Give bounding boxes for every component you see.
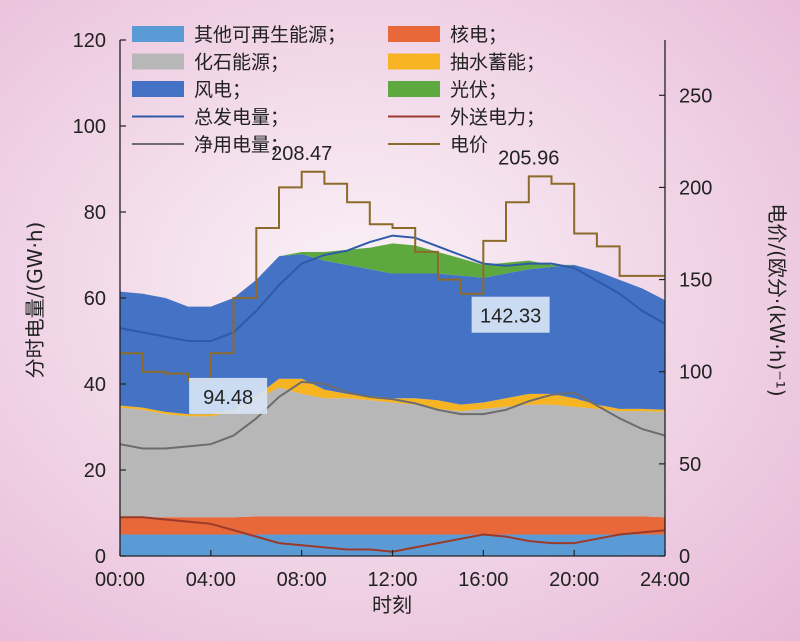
y2-tick-label-3: 150 [679,270,712,292]
y2-tick-label-0: 0 [679,546,690,568]
x-tick-label-0: 00:00 [95,569,145,591]
y-tick-label-6: 120 [73,30,106,52]
legend-label-0: 其他可再生能源； [194,24,346,46]
y-tick-label-2: 40 [84,374,106,396]
legend-label-3: 抽水蓄能； [450,52,545,74]
line-series-0 [119,234,666,342]
y-tick-label-4: 80 [84,202,106,224]
legend-swatch-4 [132,81,184,97]
line-series-2 [119,380,666,450]
line-series-3 [120,170,665,382]
y2-axis-label: 电价/(欧分·(kW·h)⁻¹) [765,203,789,396]
annotation-box-0 [189,377,268,414]
x-tick-label-5: 20:00 [549,569,599,591]
y2-tick-label-2: 100 [679,362,712,384]
x-tick-label-1: 04:00 [186,569,236,591]
area-series-3 [120,378,665,417]
y-tick-label-5: 100 [73,116,106,138]
area-series-5 [120,243,665,307]
legend-label-2: 化石能源； [194,52,289,74]
y2-tick-label-1: 50 [679,454,701,476]
y-tick-label-3: 60 [84,288,106,310]
legend-label-7: 外送电力； [450,107,545,129]
area-series-0 [120,534,665,556]
annotations: 94.48 208.47 142.33 205.96 [189,143,559,414]
x-tick-label-4: 16:00 [458,569,508,591]
annotation-box-2 [471,296,550,333]
annotation-label-3: 205.96 [498,147,559,169]
y2-tick-label-5: 250 [679,85,712,107]
legend-label-4: 风电； [194,79,251,101]
legend-label-5: 光伏； [450,79,507,101]
annotation-label-0: 94.48 [203,387,253,409]
y-axis-label: 分时电量/(GW·h) [23,222,47,379]
annotation-label-2: 142.33 [480,306,541,328]
legend-swatch-1 [388,26,440,42]
x-axis-label: 时刻 [372,593,412,617]
x-tick-label-3: 12:00 [367,569,417,591]
legend-swatch-2 [132,53,184,70]
legend-swatch-3 [388,53,440,70]
y-tick-label-0: 0 [95,546,106,568]
legend-label-1: 核电； [450,24,507,46]
annotation-label-1: 208.47 [271,143,332,165]
legend-swatch-0 [132,26,184,42]
y2-tick-label-4: 200 [679,177,712,199]
legend-label-9: 电价 [450,134,488,156]
legend: 其他可再生能源； 核电； 化石能源； 抽水蓄能； 风电； 光伏； 总发电量； 外送电力； 净用电… [132,24,545,156]
area-series-1 [120,516,665,535]
axes: 0 20 40 60 80 100 120 0 50 100 150 200 250 00:00 04:00… [73,30,713,591]
area-series-2 [120,387,665,518]
legend-label-6: 总发电量； [194,107,289,129]
legend-label-8: 净用电量； [194,134,289,156]
y-tick-label-1: 20 [84,460,106,482]
x-tick-label-2: 08:00 [277,569,327,591]
x-tick-label-6: 24:00 [640,569,690,591]
legend-swatch-5 [388,81,440,97]
